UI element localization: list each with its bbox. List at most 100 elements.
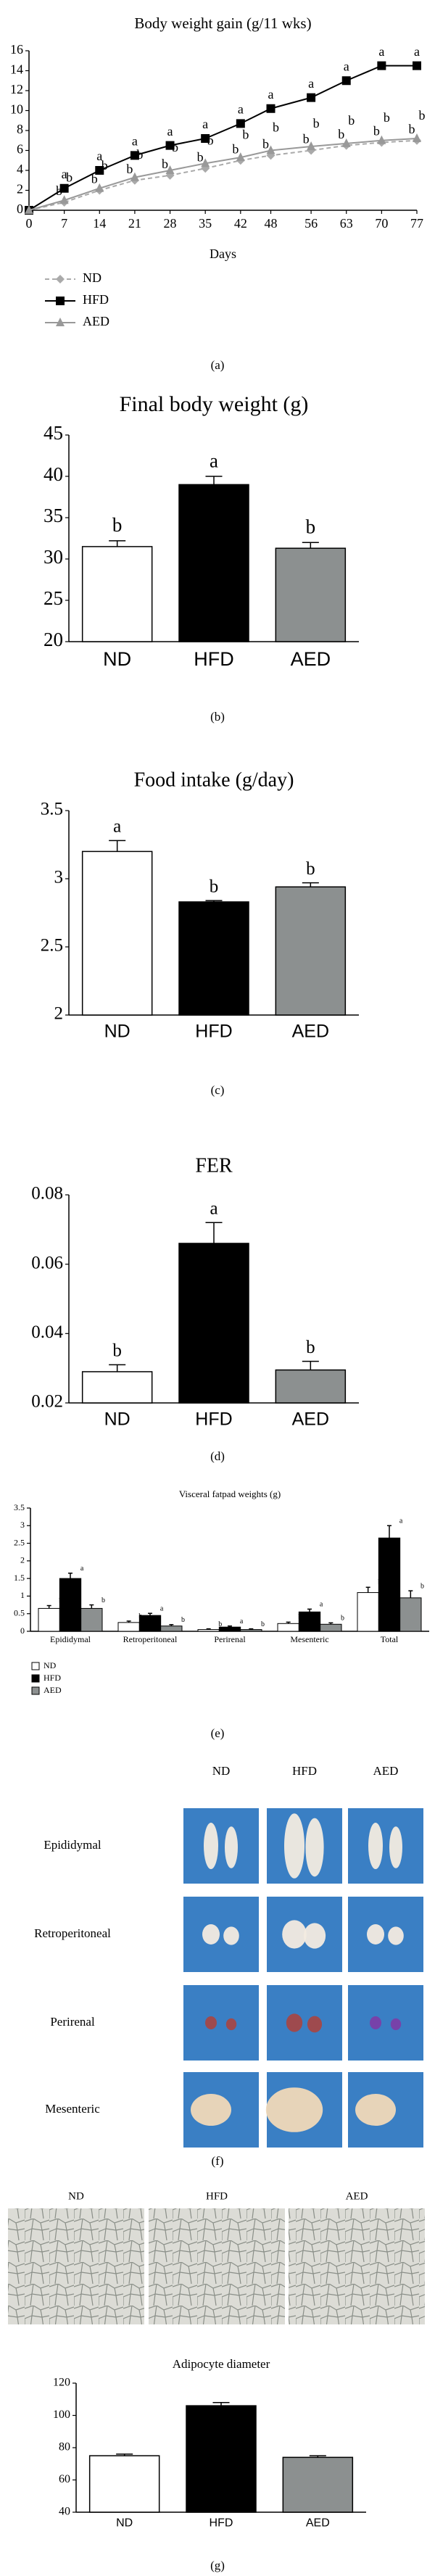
bar xyxy=(320,1623,342,1632)
significance-letter: b xyxy=(384,110,390,125)
tissue xyxy=(223,1926,239,1945)
x-tick-label: 28 xyxy=(164,216,177,231)
x-tick-label: AED xyxy=(291,648,331,670)
significance-letter: b xyxy=(338,127,344,141)
significance-letter: b xyxy=(348,113,355,128)
marker xyxy=(341,138,351,147)
y-tick-label: 2 xyxy=(17,182,23,196)
significance-letter: b xyxy=(242,127,249,141)
significance-letter: b xyxy=(218,1620,222,1628)
y-tick-label: 40 xyxy=(44,463,63,485)
x-tick-label: HFD xyxy=(195,1021,232,1041)
column-header: AED xyxy=(346,2190,368,2202)
chart-title: Body weight gain (g/11 wks) xyxy=(134,15,311,32)
marker xyxy=(56,297,65,305)
error-bar xyxy=(109,540,126,547)
marker xyxy=(236,152,245,162)
legend-label: ND xyxy=(44,1660,57,1670)
significance-letter: a xyxy=(167,124,173,138)
marker xyxy=(165,165,175,174)
tissue xyxy=(282,1920,307,1949)
y-tick-label: 3.5 xyxy=(14,1502,25,1512)
panel-label: (a) xyxy=(211,358,225,372)
significance-letter: a xyxy=(80,1565,84,1573)
chart-title: Final body weight (g) xyxy=(120,392,309,416)
legend-label: ND xyxy=(83,270,102,285)
y-tick-label: 45 xyxy=(44,422,63,444)
error-bar xyxy=(408,1590,413,1598)
significance-letter: a xyxy=(399,1517,403,1525)
legend-label: HFD xyxy=(83,292,109,307)
error-bar xyxy=(46,1604,51,1609)
marker xyxy=(56,275,65,283)
significance-letter: a xyxy=(320,1601,323,1609)
error-bar xyxy=(328,1622,334,1625)
marker xyxy=(236,119,245,128)
photo xyxy=(348,1808,423,1884)
tissue xyxy=(389,1826,402,1868)
x-tick-label: ND xyxy=(116,2517,133,2529)
error-bar xyxy=(68,1573,72,1579)
x-tick-label: 35 xyxy=(199,216,212,231)
marker xyxy=(95,166,104,175)
significance-letter: a xyxy=(378,44,384,59)
significance-letter: b xyxy=(112,1341,122,1361)
y-tick-label: 3 xyxy=(20,1520,25,1530)
significance-letter: b xyxy=(172,140,178,154)
row-label: Epididymal xyxy=(44,1838,102,1852)
marker xyxy=(307,93,316,102)
column-header: ND xyxy=(212,1764,231,1778)
column-header: AED xyxy=(373,1764,399,1778)
marker xyxy=(377,135,386,144)
series-line xyxy=(28,139,418,211)
x-tick-label: ND xyxy=(104,1021,130,1041)
significance-letter: b xyxy=(181,1616,185,1624)
panel-label: (e) xyxy=(211,1726,225,1740)
x-tick-label: 0 xyxy=(26,216,33,231)
column-header: HFD xyxy=(206,2190,228,2202)
error-bar xyxy=(148,1612,152,1616)
bar xyxy=(186,2405,257,2513)
marker xyxy=(95,183,104,192)
y-tick-label: 1 xyxy=(20,1590,25,1600)
chart-title: Visceral fatpad weights (g) xyxy=(179,1488,281,1499)
significance-letter: b xyxy=(102,1596,105,1604)
y-tick-label: 2 xyxy=(54,1004,64,1024)
y-tick-label: 14 xyxy=(10,62,23,77)
bar xyxy=(81,850,153,1016)
significance-letter: b xyxy=(102,158,108,173)
x-tick-label: 48 xyxy=(265,216,278,231)
legend-swatch xyxy=(31,1686,40,1695)
significance-letter: a xyxy=(160,1605,164,1613)
significance-letter: b xyxy=(273,120,279,135)
y-tick-label: 8 xyxy=(17,122,23,136)
bar xyxy=(178,1243,249,1404)
error-bar xyxy=(89,1604,94,1609)
error-bar xyxy=(109,1364,126,1372)
significance-letter: b xyxy=(210,877,219,896)
bar xyxy=(38,1607,60,1632)
legend-swatch xyxy=(31,1662,40,1670)
tissue xyxy=(370,2016,381,2029)
panel-label: (f) xyxy=(212,2154,224,2168)
significance-letter: a xyxy=(202,117,208,131)
error-bar xyxy=(205,1222,223,1243)
y-tick-label: 3.5 xyxy=(41,800,63,819)
marker xyxy=(413,133,421,142)
y-tick-label: 4 xyxy=(17,162,23,176)
photo xyxy=(183,1897,259,1972)
bar xyxy=(357,1592,379,1632)
legend-label: HFD xyxy=(44,1673,61,1683)
photo xyxy=(267,1985,342,2061)
x-tick-label: 21 xyxy=(128,216,141,231)
error-bar xyxy=(205,900,223,902)
significance-letter: a xyxy=(238,102,244,117)
column-header: HFD xyxy=(292,1764,317,1778)
significance-letter: b xyxy=(232,141,239,156)
significance-letter: b xyxy=(66,170,72,184)
bar xyxy=(378,1537,401,1632)
significance-letter: b xyxy=(409,122,415,136)
significance-letter: b xyxy=(419,108,426,123)
column-header: ND xyxy=(68,2190,84,2202)
